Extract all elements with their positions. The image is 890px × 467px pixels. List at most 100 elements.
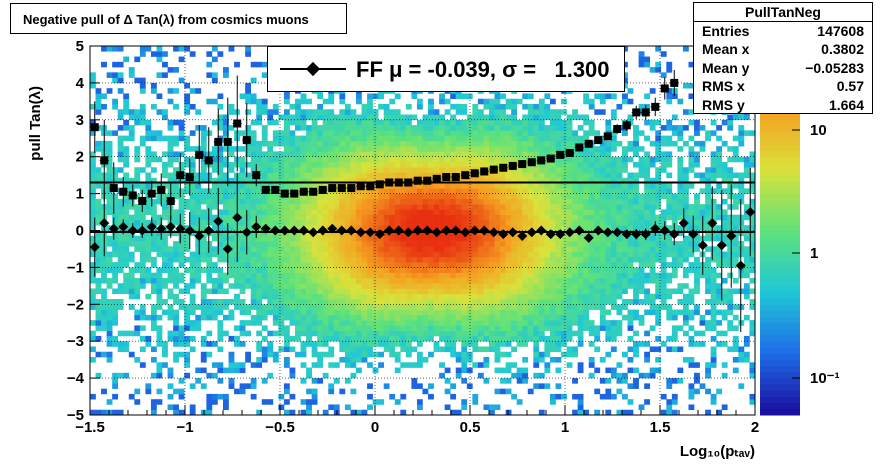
density-cell [289, 299, 296, 305]
density-cell [622, 198, 628, 205]
density-cell [505, 320, 512, 326]
density-cell [461, 325, 468, 331]
density-cell [322, 272, 329, 279]
density-cell [400, 267, 407, 273]
density-cell [500, 272, 506, 279]
density-cell [178, 246, 185, 252]
density-cell [477, 335, 484, 342]
density-cell [428, 393, 434, 400]
density-cell [317, 114, 324, 121]
density-cell [599, 267, 606, 273]
density-cell [549, 146, 556, 152]
density-cell [405, 330, 412, 337]
density-cell [367, 93, 373, 100]
density-cell [533, 309, 540, 316]
density-cell [167, 140, 174, 147]
density-cell [527, 109, 534, 115]
density-cell [217, 103, 224, 110]
density-cell [416, 256, 423, 263]
density-cell [228, 177, 235, 184]
density-cell [405, 320, 412, 326]
density-cell [173, 103, 179, 110]
density-cell [217, 362, 224, 368]
density-cell [489, 188, 495, 194]
density-cell [350, 172, 357, 179]
density-cell [389, 272, 396, 279]
density-cell [367, 309, 373, 316]
density-cell [533, 156, 540, 163]
density-cell [139, 246, 146, 252]
density-cell [466, 357, 473, 363]
density-cell [688, 262, 695, 268]
density-cell [333, 209, 340, 215]
density-cell [649, 246, 656, 252]
density-cell [428, 277, 434, 284]
density-cell [211, 214, 218, 221]
density-cell [516, 183, 523, 189]
density-cell [555, 219, 562, 226]
density-cell [555, 214, 562, 221]
density-cell [516, 119, 523, 126]
density-cell [356, 140, 362, 147]
density-cell [494, 140, 501, 147]
density-cell [594, 367, 601, 374]
density-cell [439, 156, 445, 163]
density-cell [295, 146, 301, 152]
density-cell [533, 293, 540, 300]
density-cell [239, 198, 246, 205]
density-cell [228, 251, 235, 258]
density-cell [206, 219, 213, 226]
density-cell [666, 277, 673, 284]
density-cell [134, 283, 141, 289]
density-cell [428, 283, 434, 289]
density-cell [682, 357, 689, 363]
density-cell [616, 304, 623, 310]
density-cell [411, 204, 418, 210]
density-cell [677, 251, 684, 258]
density-cell [461, 193, 468, 200]
density-cell [494, 251, 501, 258]
density-cell [516, 188, 523, 194]
density-cell [605, 283, 612, 289]
density-cell [561, 241, 567, 247]
density-cell [389, 109, 396, 115]
density-cell [162, 346, 168, 353]
density-cell [272, 161, 279, 168]
density-cell [538, 140, 545, 147]
density-cell [295, 241, 301, 247]
density-cell [505, 335, 512, 342]
density-cell [610, 293, 617, 300]
density-cell [505, 98, 512, 105]
density-cell [455, 283, 462, 289]
density-cell [317, 267, 324, 273]
density-cell [561, 293, 567, 300]
density-cell [206, 98, 213, 105]
density-cell [95, 256, 102, 263]
density-cell [200, 241, 207, 247]
density-cell [311, 330, 318, 337]
density-cell [344, 130, 351, 136]
density-cell [444, 256, 451, 263]
density-cell [339, 161, 346, 168]
density-cell [261, 172, 268, 179]
density-cell [356, 320, 362, 326]
density-cell [494, 330, 501, 337]
density-cell [283, 383, 290, 389]
density-cell [217, 304, 224, 310]
density-cell [173, 88, 179, 94]
density-cell [195, 378, 202, 384]
density-cell [416, 330, 423, 337]
density-cell [472, 130, 479, 136]
density-cell [455, 309, 462, 316]
density-cell [572, 230, 578, 237]
density-cell [322, 372, 329, 379]
density-cell [400, 167, 407, 173]
density-cell [483, 288, 490, 295]
density-cell [527, 262, 534, 268]
density-cell [339, 335, 346, 342]
density-cell [472, 114, 479, 121]
density-cell [195, 304, 202, 310]
density-cell [666, 225, 673, 231]
density-cell [117, 372, 124, 379]
density-cell [549, 235, 556, 242]
